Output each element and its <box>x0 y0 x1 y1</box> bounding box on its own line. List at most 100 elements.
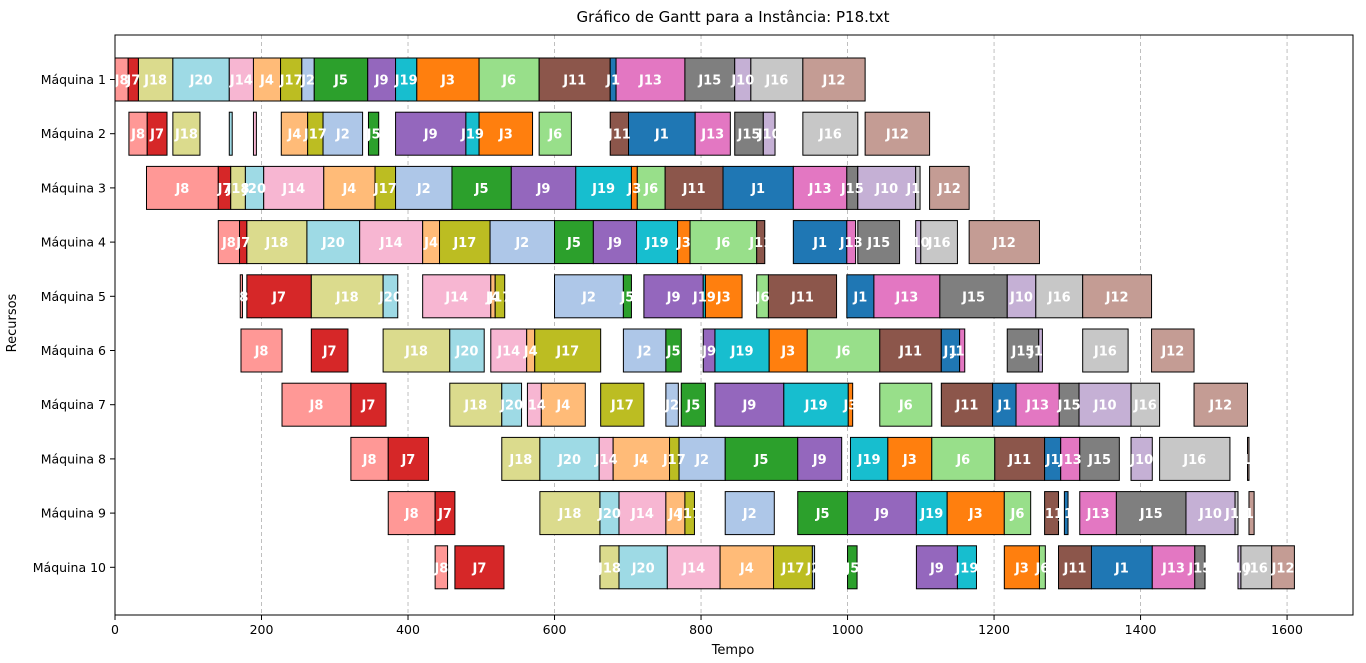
task-bar-j5 <box>367 111 380 156</box>
task-label: J19 <box>954 561 978 576</box>
task-label: J16 <box>818 128 842 143</box>
task-label: J19 <box>857 453 881 468</box>
machine-label: Máquina 5 <box>41 289 106 304</box>
task-label: J1 <box>1058 507 1073 522</box>
task-bar-j18 <box>382 328 451 373</box>
task-label: J1 <box>654 128 669 143</box>
task-bar-j17 <box>534 328 602 373</box>
x-tick-label: 0 <box>111 622 119 637</box>
task-bar-j8 <box>145 165 219 210</box>
task-label: J2 <box>300 74 315 89</box>
task-bar-j1 <box>846 274 875 319</box>
task-bar-j9 <box>592 220 638 265</box>
machine-label: Máquina 9 <box>41 506 106 521</box>
task-bar-j12 <box>864 111 931 156</box>
task-label: J16 <box>1182 453 1206 468</box>
task-bar-j1 <box>628 111 696 156</box>
task-bar-j13 <box>1151 545 1196 590</box>
task-bar-j15 <box>857 220 901 265</box>
task-bar-j16 <box>1159 436 1231 481</box>
task-label: J12 <box>1239 507 1263 522</box>
task-label: J8 <box>114 74 129 89</box>
task-label: J6 <box>836 345 851 360</box>
task-bar-j9 <box>847 491 917 536</box>
task-label: J15 <box>1087 453 1111 468</box>
task-label: J9 <box>741 399 756 414</box>
task-label: J4 <box>485 290 500 305</box>
task-label: J5 <box>366 128 381 143</box>
task-bar-j2 <box>724 491 775 536</box>
task-bar-j8 <box>239 274 243 319</box>
task-label: J3 <box>716 290 731 305</box>
task-bar-j4 <box>540 382 586 427</box>
task-bar-j20 <box>228 111 233 156</box>
task-label: J20 <box>499 399 523 414</box>
task-label: J19 <box>919 507 943 522</box>
task-bar-j2 <box>622 328 667 373</box>
task-label: J13 <box>894 290 918 305</box>
task-label: J19 <box>730 345 754 360</box>
task-bar-j2 <box>665 382 679 427</box>
task-bar-j3 <box>704 274 743 319</box>
task-bar-j4 <box>323 165 376 210</box>
task-label: J5 <box>754 453 769 468</box>
task-bar-j10 <box>1006 274 1037 319</box>
task-bar-j4 <box>280 111 309 156</box>
task-label: J11 <box>748 236 772 251</box>
task-label: J5 <box>474 182 489 197</box>
task-label: J6 <box>755 290 770 305</box>
task-label: J15 <box>961 290 985 305</box>
task-bar-j11 <box>538 57 611 102</box>
task-bar-j19 <box>956 545 977 590</box>
task-bar-j8 <box>240 328 283 373</box>
task-label: J5 <box>666 345 681 360</box>
task-bar-j5 <box>724 436 799 481</box>
task-label: J1 <box>812 236 827 251</box>
task-label: J9 <box>929 561 944 576</box>
task-bar-j11 <box>756 220 766 265</box>
task-label: J18 <box>597 561 621 576</box>
machine-label: Máquina 3 <box>41 180 106 195</box>
task-label: J8 <box>404 507 419 522</box>
task-label: J19 <box>460 128 484 143</box>
task-bar-j3 <box>887 436 933 481</box>
task-bar-j16 <box>1035 274 1084 319</box>
task-label: J16 <box>1244 561 1268 576</box>
task-bar-j2 <box>322 111 364 156</box>
task-label: J7 <box>437 507 452 522</box>
task-label: J10 <box>874 182 898 197</box>
task-label: J5 <box>815 507 830 522</box>
task-label: J19 <box>591 182 615 197</box>
task-bar-j3 <box>847 382 854 427</box>
task-bar-j11 <box>664 165 724 210</box>
task-label: J1 <box>1045 453 1060 468</box>
task-bar-j4 <box>252 57 282 102</box>
task-label: J10 <box>1227 561 1251 576</box>
task-bar-j7 <box>434 491 456 536</box>
task-label: J10 <box>1129 453 1153 468</box>
task-bar-j10 <box>1130 436 1153 481</box>
task-bar-j5 <box>451 165 512 210</box>
task-label: J2 <box>664 399 679 414</box>
task-label: J4 <box>259 74 274 89</box>
task-label: J13 <box>638 74 662 89</box>
task-bar-j12 <box>802 57 866 102</box>
task-label: J4 <box>287 128 302 143</box>
task-label: J3 <box>902 453 917 468</box>
task-bar-j3 <box>768 328 808 373</box>
task-bar-j18 <box>246 220 308 265</box>
y-axis-label: Recursos <box>5 293 20 352</box>
task-bar-j7 <box>146 111 168 156</box>
task-label: J9 <box>874 507 889 522</box>
task-label: J11 <box>682 182 706 197</box>
task-bar-j13 <box>959 328 966 373</box>
task-label: J17 <box>677 507 701 522</box>
task-label: J10 <box>906 236 930 251</box>
task-label: J13 <box>950 345 974 360</box>
task-label: J18 <box>463 399 487 414</box>
task-label: J7 <box>125 74 140 89</box>
task-label: J8 <box>433 561 448 576</box>
task-bar-j2 <box>811 545 816 590</box>
task-label: J17 <box>373 182 397 197</box>
